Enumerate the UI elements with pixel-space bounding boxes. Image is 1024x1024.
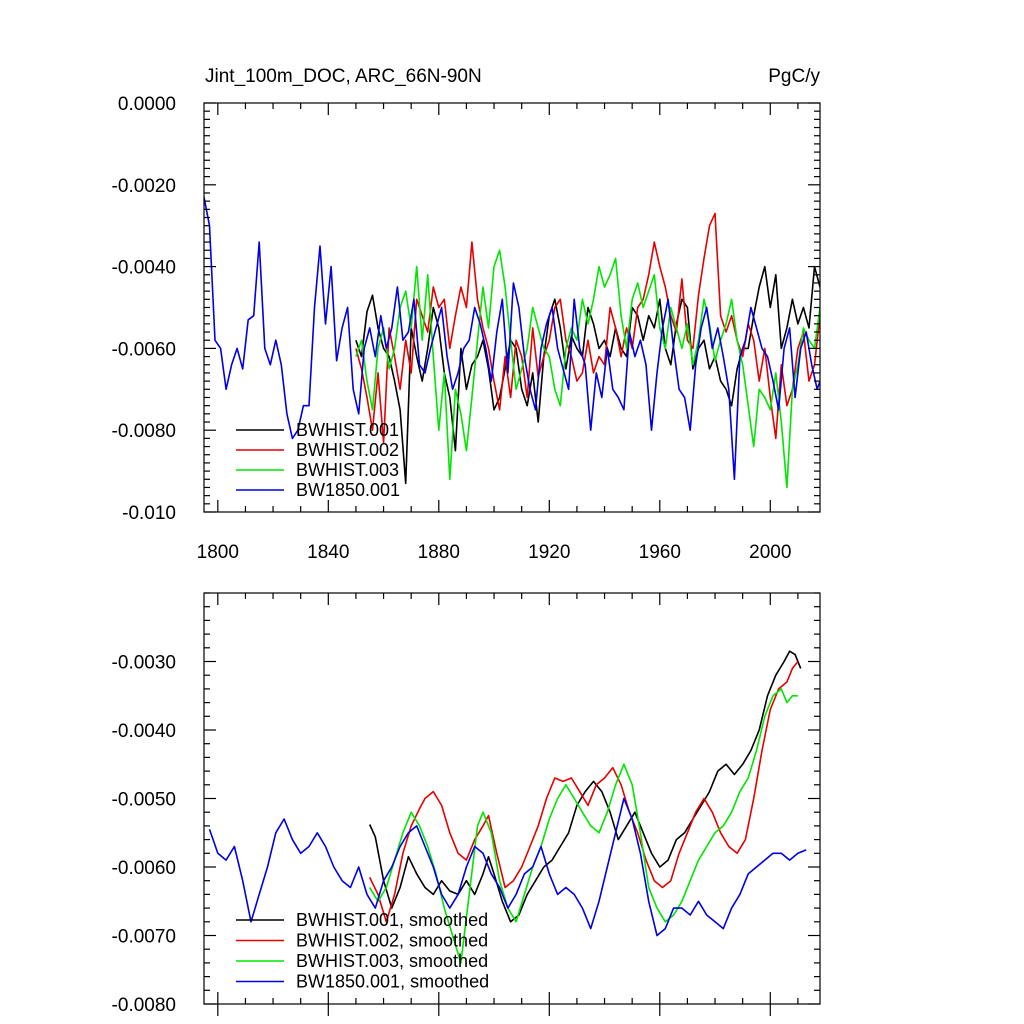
panel2-legend-label: BWHIST.003, smoothed bbox=[296, 951, 488, 971]
panel1-legend-label: BWHIST.003 bbox=[296, 460, 399, 480]
panel2-y-tick-label: -0.0040 bbox=[112, 721, 176, 742]
panel1-x-tick-label: 1800 bbox=[197, 542, 239, 563]
panel1-x-tick-label: 1880 bbox=[418, 542, 460, 563]
panel1-y-tick-label: -0.0020 bbox=[112, 176, 176, 197]
panel1-series-line-1 bbox=[355, 265, 820, 485]
panel2-frame: -0.0030 -0.0040 -0.0050 -0.0060 -0.0070 -0.00… bbox=[112, 592, 821, 1016]
panel1-frame: 1800 1840 1880 1920 1960 2000 0.0000 -0.0020 -0.… bbox=[112, 94, 821, 563]
panel2-y-tick-label: -0.0050 bbox=[112, 790, 176, 811]
panel2-legend-label: BW1850.001, smoothed bbox=[296, 972, 489, 992]
panel1-legend-label: BWHIST.001 bbox=[296, 420, 399, 440]
panel1-y-tick-label: -0.010 bbox=[122, 503, 176, 524]
panel1-series-line-2 bbox=[355, 212, 820, 444]
panel1-y-tick-label: -0.0080 bbox=[112, 421, 176, 442]
panel2-y-tick-label: -0.0070 bbox=[112, 927, 176, 948]
panel1-title-right: PgC/y bbox=[768, 66, 820, 87]
panel1-series-line-3 bbox=[355, 249, 820, 489]
panel1-title-left: Jint_100m_DOC, ARC_66N-90N bbox=[205, 66, 482, 87]
panel1-y-tick-label: -0.0040 bbox=[112, 258, 176, 279]
panel1-x-tick-label: 1960 bbox=[639, 542, 681, 563]
panel1-legend-label: BWHIST.002 bbox=[296, 440, 399, 460]
panel1-legend-label: BW1850.001 bbox=[296, 480, 400, 500]
panel1-x-tick-label: 1920 bbox=[528, 542, 570, 563]
panel2-series-group bbox=[208, 650, 807, 964]
panel2-y-tick-label: -0.0060 bbox=[112, 858, 176, 879]
panel1-x-tick-label: 1840 bbox=[307, 542, 349, 563]
panel2-legend-label: BWHIST.001, smoothed bbox=[296, 910, 488, 930]
panel2-series-line-1 bbox=[368, 650, 802, 923]
panel2-legend-label: BWHIST.002, smoothed bbox=[296, 931, 488, 951]
panel2-series-line-3 bbox=[369, 688, 798, 964]
panel1-series-group bbox=[204, 196, 820, 489]
panel2-series-line-2 bbox=[368, 661, 799, 923]
panel1-y-tick-label: -0.0060 bbox=[112, 339, 176, 360]
panel1-series-line-4 bbox=[204, 196, 820, 481]
panel2-y-tick-label: -0.0080 bbox=[112, 995, 176, 1016]
panel2-y-tick-label: -0.0030 bbox=[112, 653, 176, 674]
panel1-x-tick-label: 2000 bbox=[749, 542, 791, 563]
panel2-series-line-4 bbox=[208, 797, 807, 937]
panel1-y-tick-label: 0.0000 bbox=[118, 94, 176, 115]
